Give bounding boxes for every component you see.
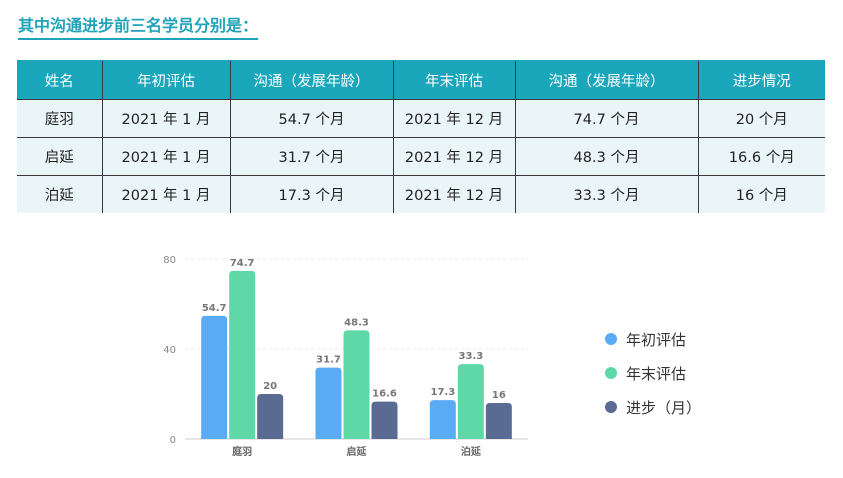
legend-swatch — [605, 367, 617, 379]
header-name: 姓名 — [17, 60, 102, 100]
header-progress: 进步情况 — [697, 60, 825, 100]
table-row: 庭羽 2021 年 1 月 54.7 个月 2021 年 12 月 74.7 个… — [17, 99, 825, 138]
legend-label: 进步（月） — [626, 398, 702, 417]
y-tick-label: 80 — [163, 255, 176, 266]
data-label: 16.6 — [372, 389, 397, 400]
cell-start-eval: 2021 年 1 月 — [101, 175, 230, 213]
data-label: 74.7 — [230, 258, 255, 269]
section-heading: 其中沟通进步前三名学员分别是： — [18, 12, 259, 40]
table-row: 启延 2021 年 1 月 31.7 个月 2021 年 12 月 48.3 个… — [17, 137, 825, 176]
header-end-communication: 沟通（发展年龄） — [514, 60, 698, 100]
cell-end-communication: 33.3 个月 — [514, 175, 698, 213]
legend-item: 进步（月） — [605, 390, 701, 424]
data-label: 33.3 — [458, 351, 483, 362]
data-label: 20 — [263, 381, 277, 392]
cell-name: 泊延 — [17, 175, 102, 213]
bar — [315, 367, 342, 439]
bar — [371, 401, 398, 439]
x-tick-label: 泊延 — [461, 445, 482, 458]
legend-item: 年初评估 — [605, 322, 701, 356]
bar — [201, 315, 228, 439]
cell-name: 启延 — [17, 137, 102, 176]
cell-progress: 16.6 个月 — [697, 137, 825, 176]
bar — [257, 394, 284, 439]
bar — [229, 270, 256, 439]
legend-swatch — [605, 401, 617, 413]
bar — [429, 400, 456, 439]
cell-end-eval: 2021 年 12 月 — [392, 137, 515, 176]
legend-item: 年末评估 — [605, 356, 701, 390]
legend-label: 年末评估 — [626, 364, 687, 383]
cell-end-eval: 2021 年 12 月 — [392, 99, 515, 138]
cell-start-communication: 54.7 个月 — [229, 99, 393, 138]
bar — [485, 403, 512, 439]
table-row: 泊延 2021 年 1 月 17.3 个月 2021 年 12 月 33.3 个… — [17, 175, 825, 213]
data-label: 16 — [492, 390, 506, 401]
cell-end-eval: 2021 年 12 月 — [392, 175, 515, 213]
progress-table: 姓名 年初评估 沟通（发展年龄） 年末评估 沟通（发展年龄） 进步情况 庭羽 2… — [17, 60, 825, 213]
cell-progress: 20 个月 — [697, 99, 825, 138]
data-label: 31.7 — [316, 355, 341, 366]
x-tick-label: 启延 — [347, 445, 368, 458]
data-label: 54.7 — [202, 303, 227, 314]
y-tick-label: 0 — [170, 435, 176, 446]
header-end-eval: 年末评估 — [392, 60, 515, 100]
table-header-row: 姓名 年初评估 沟通（发展年龄） 年末评估 沟通（发展年龄） 进步情况 — [17, 60, 825, 100]
legend-label: 年初评估 — [626, 330, 687, 349]
data-label: 48.3 — [344, 317, 369, 328]
cell-progress: 16 个月 — [697, 175, 825, 213]
header-start-eval: 年初评估 — [101, 60, 230, 100]
data-label: 17.3 — [430, 387, 455, 398]
bar — [457, 364, 484, 439]
chart-legend: 年初评估 年末评估 进步（月） — [605, 322, 701, 424]
y-tick-label: 40 — [163, 345, 176, 356]
cell-end-communication: 48.3 个月 — [514, 137, 698, 176]
cell-end-communication: 74.7 个月 — [514, 99, 698, 138]
cell-start-eval: 2021 年 1 月 — [101, 137, 230, 176]
cell-start-eval: 2021 年 1 月 — [101, 99, 230, 138]
legend-swatch — [605, 333, 617, 345]
header-start-communication: 沟通（发展年龄） — [229, 60, 393, 100]
cell-start-communication: 17.3 个月 — [229, 175, 393, 213]
cell-start-communication: 31.7 个月 — [229, 137, 393, 176]
bar — [343, 330, 370, 439]
cell-name: 庭羽 — [17, 99, 102, 138]
x-tick-label: 庭羽 — [232, 445, 252, 458]
